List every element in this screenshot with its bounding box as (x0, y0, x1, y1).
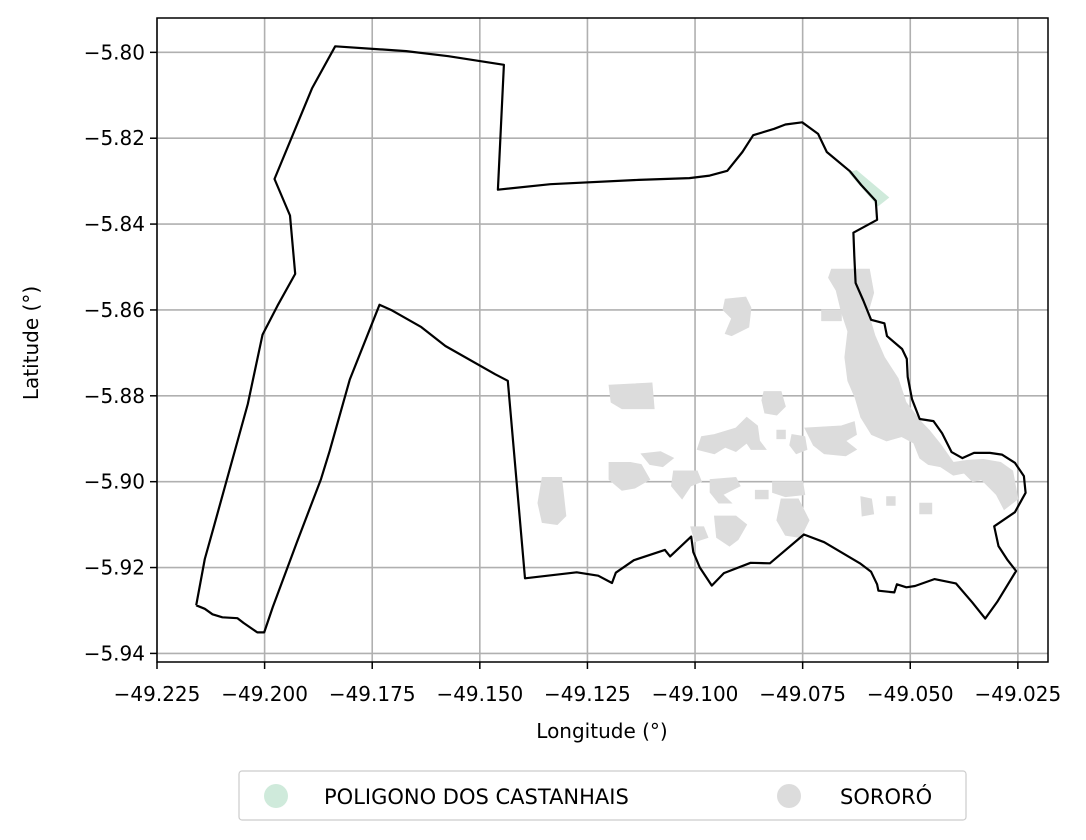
sororo-region (696, 416, 767, 455)
x-tick-label: −49.125 (544, 682, 631, 706)
sororo-region (670, 470, 703, 500)
sororo-region (772, 481, 806, 498)
y-axis-label: Latitude (°) (19, 286, 43, 400)
x-tick-label: −49.150 (436, 682, 523, 706)
legend-label-poligono: POLIGONO DOS CASTANHAIS (324, 785, 629, 809)
x-tick-label: −49.075 (759, 682, 846, 706)
sororo-region (537, 476, 567, 526)
y-tick-label: −5.86 (84, 298, 145, 322)
x-tick-label: −49.225 (114, 682, 201, 706)
legend-marker-sororo (777, 784, 801, 808)
sororo-region (789, 434, 808, 455)
gridlines (156, 18, 1048, 662)
y-tick-label: −5.80 (84, 40, 145, 64)
sororo-region (709, 476, 741, 504)
x-tick-label: −49.100 (652, 682, 739, 706)
boundary-outline (195, 45, 1027, 634)
y-axis-ticks: −5.80 −5.82 −5.84 −5.86 −5.88 −5.90 −5.92 −5.94 (84, 40, 157, 665)
sororo-region (776, 429, 786, 440)
y-tick-label: −5.94 (84, 641, 145, 665)
x-axis-label: Longitude (°) (536, 719, 667, 743)
y-tick-label: −5.82 (84, 126, 145, 150)
sororo-region (761, 391, 786, 416)
sororo-region (886, 496, 896, 506)
sororo-region (608, 382, 655, 410)
boundary-layer (195, 45, 1027, 634)
sororo-region (919, 502, 933, 515)
y-tick-label: −5.84 (84, 212, 145, 236)
x-tick-label: −49.175 (329, 682, 416, 706)
sororo-region (713, 515, 748, 547)
sororo-region (608, 461, 651, 491)
sororo-region (804, 421, 858, 457)
sororo-region (754, 489, 769, 500)
poligono-region (848, 169, 890, 207)
x-tick-label: −49.200 (221, 682, 308, 706)
plot-frame (156, 17, 1049, 663)
x-tick-label: −49.050 (867, 682, 954, 706)
x-axis-ticks: −49.225 −49.200 −49.175 −49.150 −49.125 −49.1… (114, 662, 1061, 706)
sororo-region (821, 309, 842, 322)
sororo-region (640, 451, 675, 468)
y-tick-label: −5.88 (84, 384, 145, 408)
sororo-region (722, 296, 752, 337)
sororo-region (860, 496, 875, 517)
y-tick-label: −5.92 (84, 556, 145, 580)
sororo-region (828, 268, 1019, 511)
sororo-region (690, 526, 709, 543)
region-fills (537, 169, 1019, 547)
legend-frame (238, 770, 967, 821)
legend-marker-poligono (264, 784, 288, 808)
legend: POLIGONO DOS CASTANHAIS SORORÓ (238, 770, 967, 821)
y-tick-label: −5.90 (84, 470, 145, 494)
x-tick-label: −49.025 (974, 682, 1061, 706)
legend-label-sororo: SORORÓ (840, 784, 932, 809)
